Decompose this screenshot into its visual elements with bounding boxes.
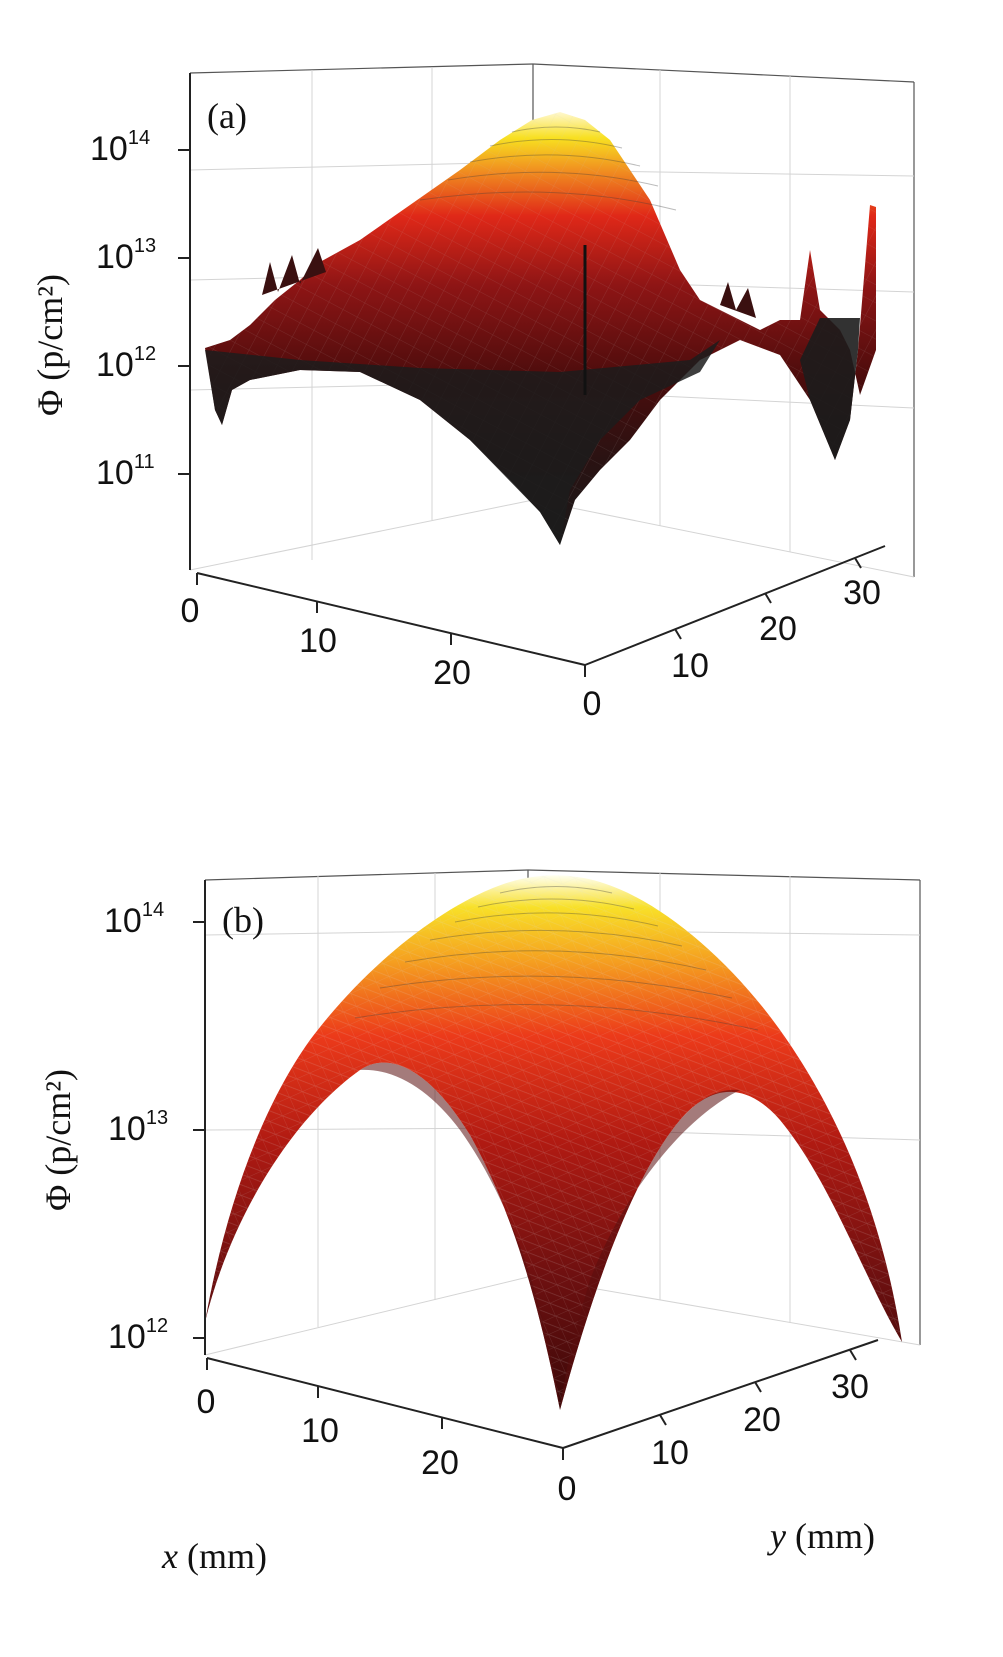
panel-a-z-axis-label: Φ (p/cm²) xyxy=(30,274,70,416)
panel-a-xtick-label: 0 xyxy=(181,592,200,630)
panel-b-ztick-label: 1013 xyxy=(108,1107,168,1148)
panel-b-label: (b) xyxy=(222,900,264,940)
panel-a-ytick-label: 20 xyxy=(759,610,797,648)
panel-a-ytick-label: 0 xyxy=(583,685,602,723)
panel-b-ztick-label: 1014 xyxy=(104,899,164,940)
panel-a-xtick-label: 10 xyxy=(299,622,337,660)
panel-a: 1014 1013 1012 1011 0 10 20 0 10 20 30 (… xyxy=(30,63,915,723)
panel-a-ytick-label: 30 xyxy=(843,574,881,612)
panel-a-surface xyxy=(205,112,876,545)
panel-b-y-axis xyxy=(562,1339,879,1449)
panel-b: 1014 1013 1012 0 10 20 0 10 20 30 (b) Φ … xyxy=(38,869,921,1576)
panel-b-ytick-label: 30 xyxy=(831,1368,869,1406)
panel-b-z-axis-label: Φ (p/cm²) xyxy=(38,1069,78,1211)
panel-b-ytick-label: 0 xyxy=(558,1470,577,1508)
panel-b-ytick-label: 10 xyxy=(651,1434,689,1472)
panel-a-ztick-label: 1011 xyxy=(96,451,155,492)
panel-a-x-axis xyxy=(196,572,586,666)
panel-a-y-axis xyxy=(584,545,886,666)
panel-a-label: (a) xyxy=(207,96,247,136)
panel-b-xtick-label: 0 xyxy=(197,1383,216,1421)
panel-b-y-axis-label: y (mm) xyxy=(767,1516,875,1556)
panel-b-ztick-label: 1012 xyxy=(108,1315,168,1356)
panel-a-ztick-label: 1012 xyxy=(96,343,156,384)
panel-a-ztick-label: 1014 xyxy=(90,127,150,168)
panel-a-ytick-label: 10 xyxy=(671,647,709,685)
panel-a-xtick-label: 20 xyxy=(433,654,471,692)
panel-a-surface-underside xyxy=(205,340,720,545)
panel-b-x-axis xyxy=(206,1357,564,1449)
panel-b-surface xyxy=(205,875,902,1410)
panel-b-x-axis-label: x (mm) xyxy=(161,1536,267,1576)
panel-b-xtick-label: 20 xyxy=(421,1444,459,1482)
panel-a-ztick-label: 1013 xyxy=(96,235,156,276)
panel-b-xtick-label: 10 xyxy=(301,1412,339,1450)
panel-b-ytick-label: 20 xyxy=(743,1401,781,1439)
